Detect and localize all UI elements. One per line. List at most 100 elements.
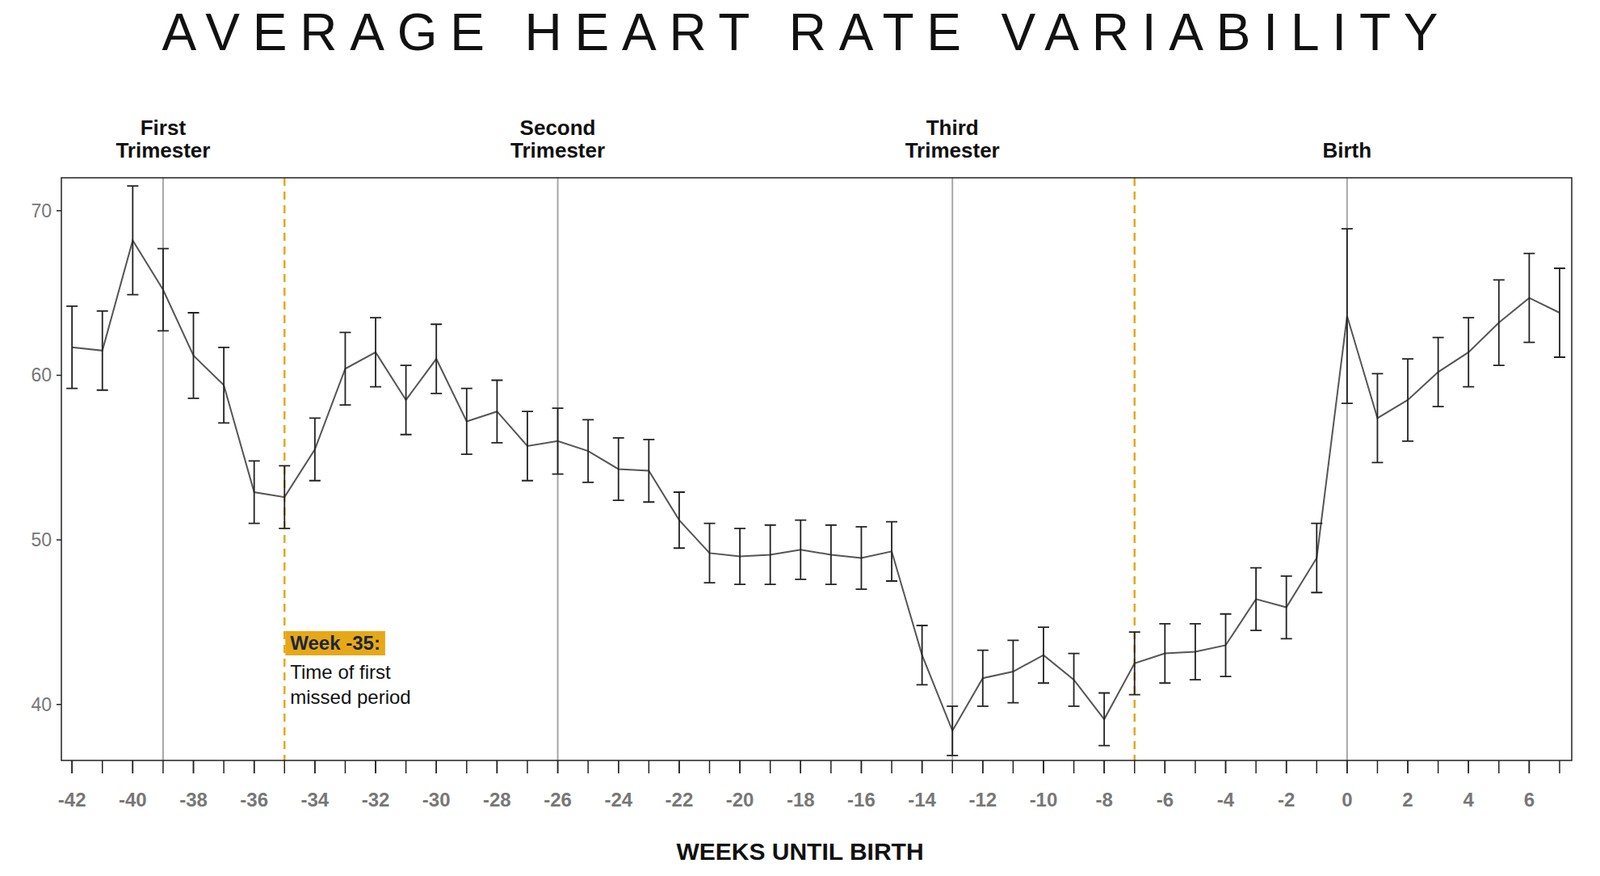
- period-label: Trimester: [510, 138, 605, 163]
- error-bar: [400, 365, 412, 435]
- x-minor-tick: [1133, 760, 1136, 773]
- period-label: First: [140, 115, 187, 140]
- x-minor-tick: [617, 760, 620, 773]
- x-tick: [71, 760, 73, 773]
- y-tick-label: 60: [30, 364, 52, 386]
- error-bar: [1553, 268, 1566, 357]
- x-tick-label: -40: [118, 788, 147, 811]
- x-tick: [435, 760, 437, 773]
- x-tick: [617, 760, 620, 773]
- x-minor-tick: [648, 760, 651, 773]
- x-tick-label: -8: [1095, 788, 1113, 811]
- error-bar: [977, 650, 989, 706]
- error-bar: [126, 185, 139, 294]
- x-minor-tick: [435, 760, 437, 773]
- error-bar: [218, 347, 230, 424]
- x-axis-title: WEEKS UNTIL BIRTH: [676, 837, 924, 865]
- x-minor-tick: [1467, 760, 1470, 773]
- x-minor-tick: [344, 760, 347, 773]
- error-bar: [1432, 337, 1445, 408]
- x-minor-tick: [890, 760, 893, 773]
- x-minor-tick: [526, 760, 529, 773]
- x-minor-tick: [132, 760, 135, 773]
- x-tick-label: -24: [604, 788, 633, 811]
- error-bar: [613, 437, 625, 500]
- error-bar: [491, 380, 503, 443]
- x-minor-tick: [1255, 760, 1257, 773]
- title: AVERAGE HEART RATE VARIABILITY: [162, 3, 1439, 62]
- x-tick: [496, 760, 499, 773]
- error-bar: [157, 248, 169, 332]
- error-bar: [1523, 253, 1535, 343]
- x-tick: [739, 760, 741, 773]
- x-minor-tick: [405, 760, 408, 773]
- x-tick: [193, 760, 195, 773]
- x-tick-label: -18: [786, 788, 815, 811]
- x-minor-tick: [1285, 760, 1288, 773]
- x-tick: [982, 760, 984, 773]
- x-minor-tick: [1558, 760, 1561, 773]
- error-bar: [552, 407, 564, 474]
- chart: AVERAGE HEART RATE VARIABILITY First Trime…: [0, 0, 1600, 876]
- x-minor-tick: [860, 760, 863, 773]
- x-tick-label: -28: [482, 788, 512, 811]
- period-label: Birth: [1322, 138, 1373, 163]
- x-minor-tick: [1194, 760, 1197, 773]
- error-bar: [794, 520, 807, 580]
- x-minor-tick: [1377, 760, 1379, 773]
- x-minor-tick: [253, 760, 256, 773]
- error-bar: [461, 388, 473, 454]
- error-bar: [916, 625, 929, 685]
- x-tick-label: -20: [726, 788, 755, 811]
- x-tick-label: -2: [1277, 788, 1295, 811]
- error-bar: [1402, 358, 1414, 441]
- x-minor-tick: [1528, 760, 1531, 773]
- error-bar: [188, 312, 200, 399]
- error-bar: [430, 323, 442, 394]
- error-bar: [66, 306, 78, 389]
- plot-frame: [61, 177, 1572, 761]
- x-minor-tick: [557, 760, 559, 773]
- x-minor-tick: [739, 760, 741, 773]
- y-tick-label: 40: [30, 693, 52, 715]
- error-bar: [704, 523, 716, 583]
- x-tick: [1528, 760, 1531, 773]
- x-minor-tick: [1042, 760, 1045, 773]
- x-minor-tick: [951, 760, 954, 773]
- error-bar: [369, 317, 382, 387]
- x-tick-label: -34: [301, 788, 330, 811]
- x-minor-tick: [1012, 760, 1015, 773]
- x-tick-label: -36: [239, 788, 269, 811]
- error-bar: [1098, 692, 1110, 745]
- error-bar: [825, 524, 837, 584]
- y-tick: [56, 703, 62, 706]
- x-minor-tick: [222, 760, 225, 773]
- error-bar: [946, 705, 958, 756]
- x-minor-tick: [1164, 760, 1167, 773]
- error-bar: [582, 419, 594, 482]
- x-tick: [557, 760, 559, 773]
- x-minor-tick: [1498, 760, 1500, 773]
- x-tick: [921, 760, 924, 773]
- error-bar: [1310, 523, 1323, 593]
- x-tick-label: -26: [543, 788, 572, 811]
- x-tick-label: -10: [1029, 788, 1059, 811]
- error-bar: [764, 524, 777, 584]
- error-bar: [521, 411, 534, 481]
- x-tick-label: -6: [1156, 788, 1174, 811]
- reference-line: [951, 177, 954, 761]
- x-tick-label: -14: [907, 788, 937, 811]
- x-tick: [374, 760, 377, 773]
- x-minor-tick: [678, 760, 681, 773]
- error-bar: [1250, 567, 1262, 630]
- error-bar: [673, 491, 685, 548]
- x-minor-tick: [1437, 760, 1440, 773]
- callout-text: Time of first: [289, 660, 391, 683]
- y-tick-label: 70: [30, 200, 52, 222]
- x-minor-tick: [162, 760, 164, 773]
- error-bar: [734, 528, 746, 584]
- x-minor-tick: [193, 760, 195, 773]
- x-tick-label: -32: [361, 788, 391, 811]
- x-tick-label: -30: [422, 788, 451, 811]
- x-minor-tick: [800, 760, 803, 773]
